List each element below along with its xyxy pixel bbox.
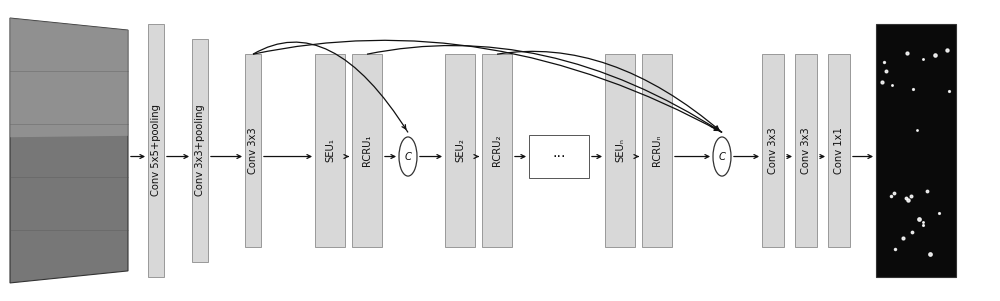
Bar bbox=[482, 54, 512, 247]
Bar bbox=[192, 39, 208, 262]
Bar bbox=[605, 54, 635, 247]
Bar bbox=[828, 54, 850, 247]
Bar bbox=[762, 54, 784, 247]
Polygon shape bbox=[10, 18, 128, 137]
Ellipse shape bbox=[399, 137, 417, 176]
Text: SEU₂: SEU₂ bbox=[455, 138, 465, 163]
Text: Conv 3x3: Conv 3x3 bbox=[248, 127, 258, 174]
Text: Conv 3x3: Conv 3x3 bbox=[801, 127, 811, 174]
Text: Conv 5x5+pooling: Conv 5x5+pooling bbox=[151, 104, 161, 197]
Text: Conv 3x3+pooling: Conv 3x3+pooling bbox=[195, 105, 205, 196]
Text: C: C bbox=[404, 151, 412, 162]
Text: RCRU₁: RCRU₁ bbox=[362, 135, 372, 166]
Text: Conv 1x1: Conv 1x1 bbox=[834, 127, 844, 174]
Text: C: C bbox=[718, 151, 726, 162]
Bar bbox=[445, 54, 475, 247]
Text: RCRU₂: RCRU₂ bbox=[492, 135, 502, 166]
Text: RCRUₙ: RCRUₙ bbox=[652, 135, 662, 166]
Text: ···: ··· bbox=[552, 150, 566, 163]
Text: SEU₁: SEU₁ bbox=[325, 138, 335, 163]
Bar bbox=[148, 24, 164, 277]
Ellipse shape bbox=[713, 137, 731, 176]
Bar bbox=[315, 54, 345, 247]
Bar bbox=[245, 54, 261, 247]
Text: Conv 3x3: Conv 3x3 bbox=[768, 127, 778, 174]
Bar bbox=[876, 24, 956, 277]
Bar bbox=[795, 54, 817, 247]
Bar bbox=[352, 54, 382, 247]
Polygon shape bbox=[10, 18, 128, 283]
Bar bbox=[529, 135, 589, 178]
Bar bbox=[642, 54, 672, 247]
Text: SEUₙ: SEUₙ bbox=[615, 138, 625, 163]
